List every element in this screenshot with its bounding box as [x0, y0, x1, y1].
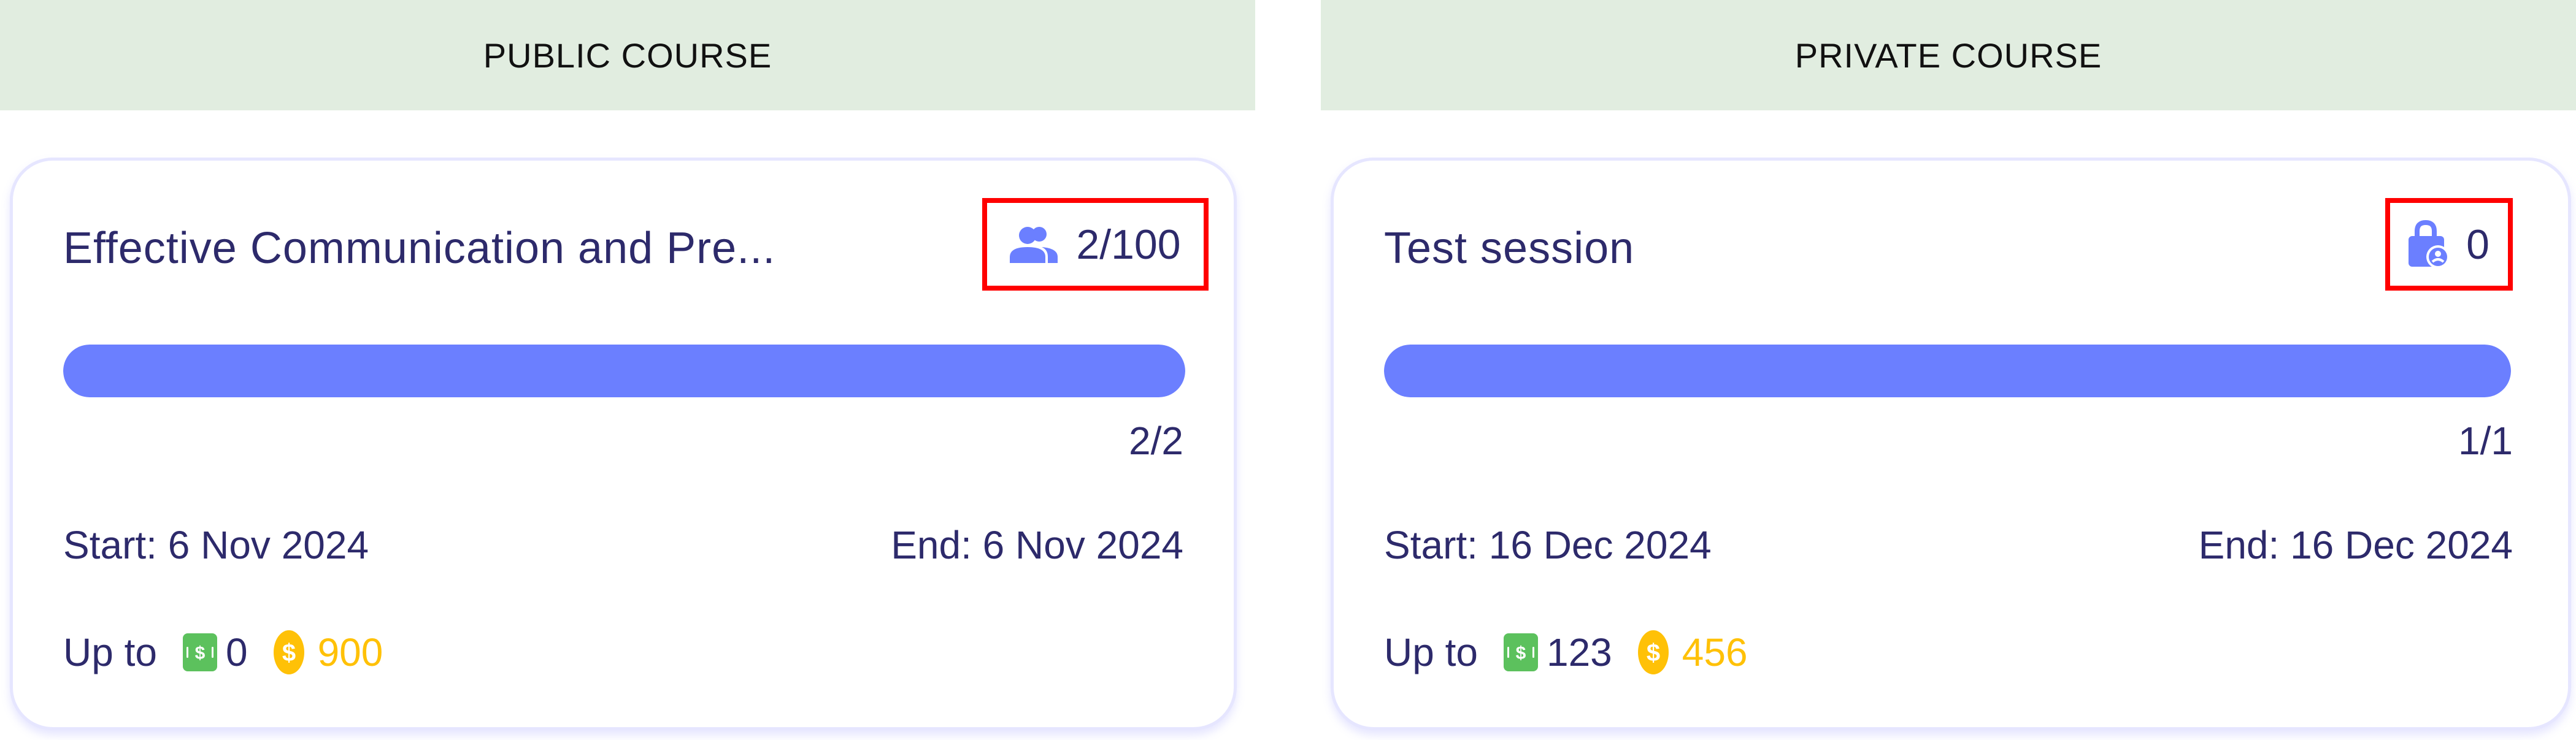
end-date: End: 16 Dec 2024 — [2198, 523, 2513, 567]
participants-badge: 2/100 — [982, 198, 1209, 291]
start-date: Start: 16 Dec 2024 — [1384, 523, 1712, 567]
progress-count: 1/1 — [2458, 419, 2513, 463]
coin-icon: $ — [273, 630, 304, 674]
cash-value: 0 — [225, 630, 248, 674]
cash-icon: $ — [182, 633, 217, 671]
svg-text:$: $ — [282, 639, 295, 666]
users-icon — [1010, 226, 1058, 263]
participants-count: 2/100 — [1076, 221, 1181, 268]
svg-text:$: $ — [1647, 639, 1660, 666]
svg-text:$: $ — [1516, 643, 1526, 663]
course-title: Effective Communication and Pre... — [63, 224, 776, 273]
progress-bar — [1384, 345, 2511, 397]
public-course-column: PUBLIC COURSE Effective Communication an… — [0, 0, 1255, 740]
course-card[interactable]: Test session 0 1/1 Start: 16 Dec 2024 En… — [1331, 158, 2571, 730]
svg-text:$: $ — [195, 643, 206, 663]
progress-count: 2/2 — [1129, 419, 1183, 463]
coin-value: 456 — [1682, 630, 1748, 674]
coin-icon: $ — [1637, 630, 1669, 674]
reward-row: Up to $ 0 $ 900 — [63, 630, 383, 675]
private-course-column: PRIVATE COURSE Test session 0 1/1 Start:… — [1321, 0, 2576, 740]
course-card[interactable]: Effective Communication and Pre... 2/100… — [10, 158, 1237, 730]
lock-user-icon — [2409, 219, 2450, 269]
private-course-header: PRIVATE COURSE — [1321, 0, 2576, 110]
cash-icon: $ — [1503, 633, 1538, 671]
reward-label: Up to — [63, 630, 157, 674]
progress-fill — [1384, 345, 2511, 397]
end-date: End: 6 Nov 2024 — [891, 523, 1183, 567]
private-count: 0 — [2466, 221, 2489, 268]
cash-value: 123 — [1546, 630, 1612, 674]
public-course-header: PUBLIC COURSE — [0, 0, 1255, 110]
reward-row: Up to $ 123 $ 456 — [1384, 630, 1748, 675]
private-badge: 0 — [2385, 198, 2513, 291]
coin-value: 900 — [317, 630, 383, 674]
start-date: Start: 6 Nov 2024 — [63, 523, 369, 567]
progress-bar — [63, 345, 1185, 397]
course-title: Test session — [1384, 224, 1635, 273]
reward-label: Up to — [1384, 630, 1478, 674]
progress-fill — [63, 345, 1185, 397]
